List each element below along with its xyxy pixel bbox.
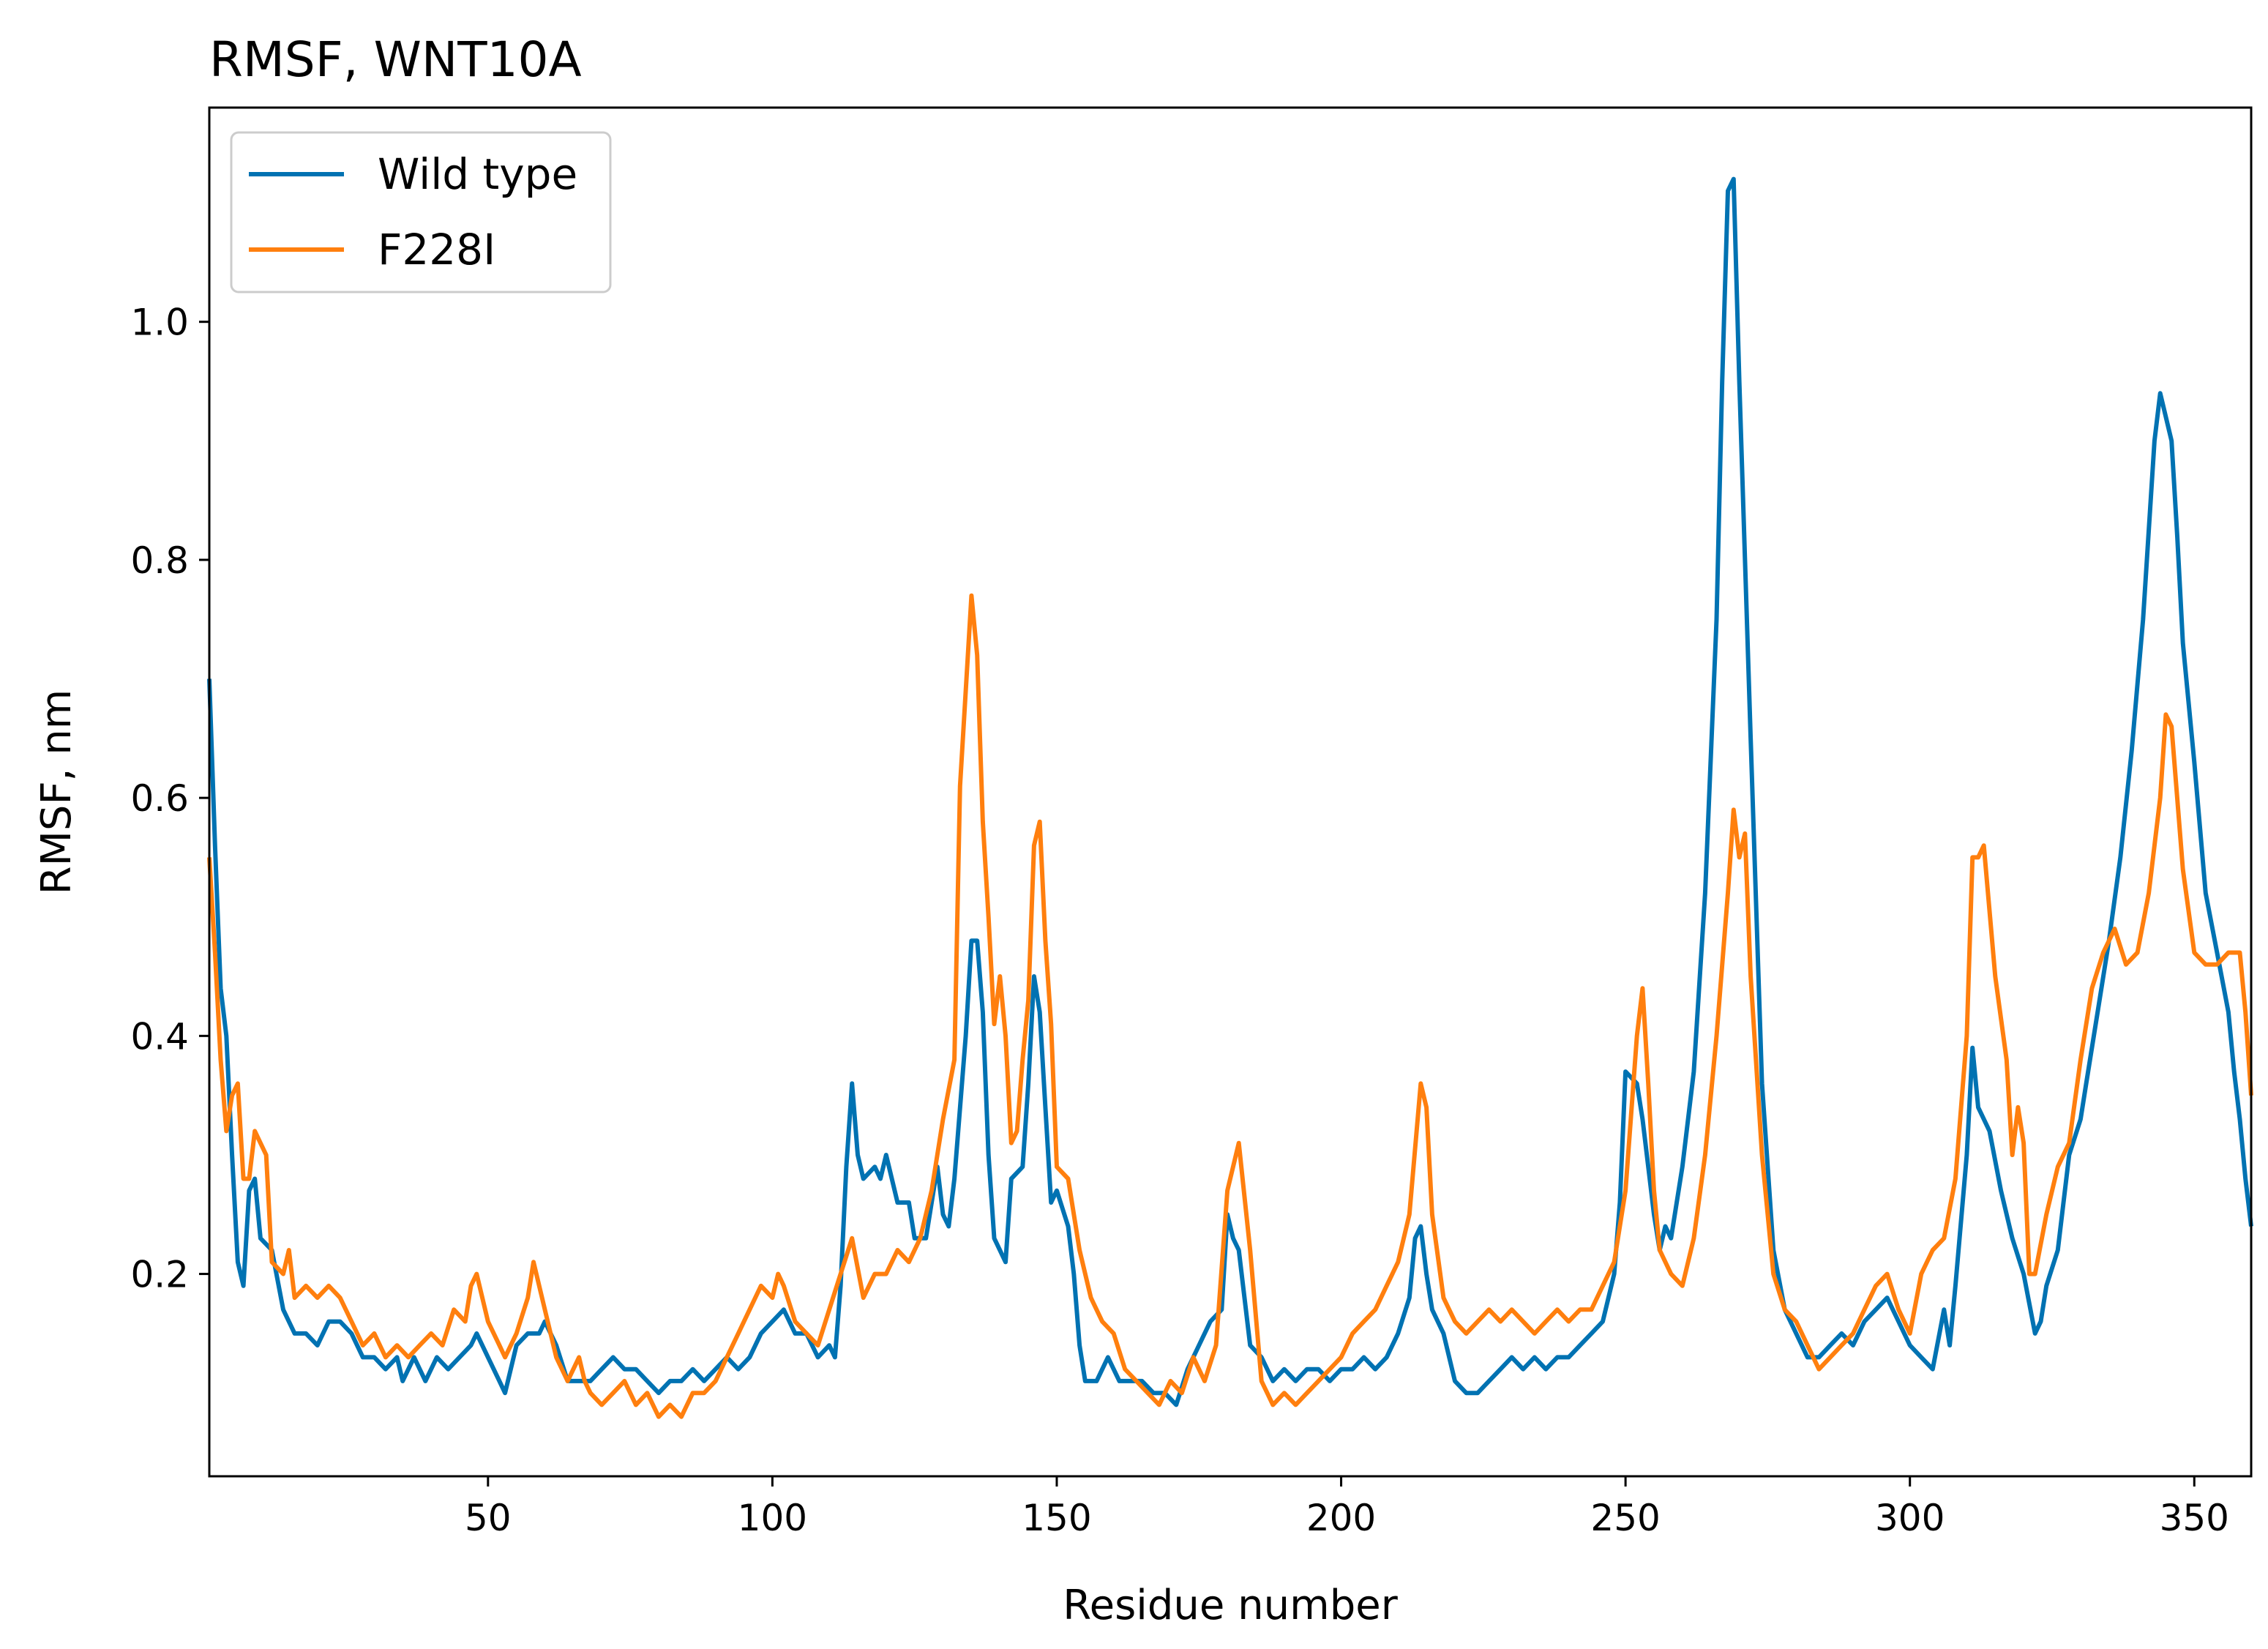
x-tick-label: 150 [1022,1497,1091,1539]
x-tick-label: 250 [1590,1497,1660,1539]
plot-frame [208,106,2253,1478]
x-tick-label: 350 [2160,1497,2229,1539]
x-axis-title: Residue number [1063,1582,1398,1629]
x-tick-label: 200 [1306,1497,1376,1539]
y-tick-label: 1.0 [130,302,189,344]
legend-label-wild-type: Wild type [378,149,577,199]
legend: Wild type F228I [230,131,612,293]
y-axis-title: RMSF, nm [33,689,81,895]
x-tick-label: 100 [738,1497,807,1539]
legend-label-f228i: F228I [378,225,495,274]
chart-title: RMSF, WNT10A [209,31,582,88]
y-axis: 0.2 0.4 0.6 0.8 1.0 [130,302,209,1296]
x-tick-label: 50 [465,1497,512,1539]
y-tick-label: 0.6 [130,777,189,820]
y-tick-label: 0.4 [130,1015,189,1058]
series-line-wild-type [207,176,2253,1407]
x-tick-label: 300 [1875,1497,1945,1539]
y-tick-label: 0.2 [130,1254,189,1296]
y-tick-label: 0.8 [130,539,189,582]
x-axis: 50 100 150 200 250 300 350 [465,1476,2229,1539]
series-line-f228i [207,593,2253,1419]
plot-lines [207,176,2253,1419]
